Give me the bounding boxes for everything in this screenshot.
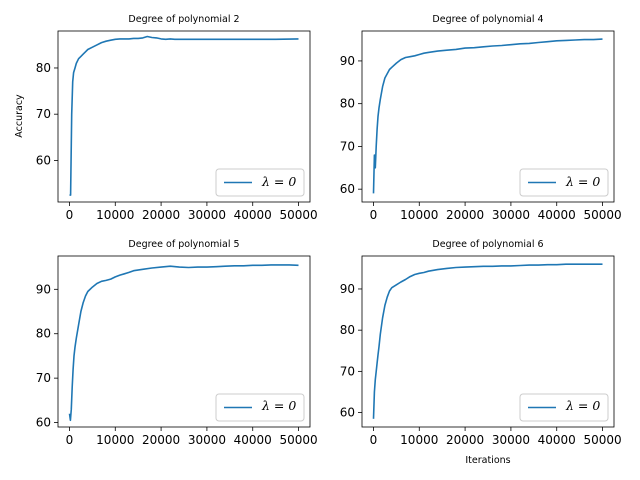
y-tick-label: 80 (340, 97, 355, 111)
axes-frame (57, 255, 311, 428)
x-tick-label: 10000 (400, 433, 438, 447)
x-tick-label: 30000 (188, 208, 226, 222)
subplot-title: Degree of polynomial 6 (432, 239, 543, 250)
y-tick-label: 60 (340, 182, 355, 196)
axes-frame (361, 255, 615, 428)
y-tick-label: 70 (340, 364, 355, 378)
x-tick-label: 50000 (279, 208, 317, 222)
subplot-title: Degree of polynomial 5 (128, 239, 239, 250)
x-tick-label: 10000 (96, 208, 134, 222)
series-line (68, 264, 299, 422)
y-tick-label: 90 (340, 54, 355, 68)
x-tick-label: 20000 (446, 208, 484, 222)
x-tick-label: 0 (66, 433, 74, 447)
subplot-4: Degree of polynomial 6 Iterations λ = 0 … (340, 239, 622, 466)
x-tick-label: 50000 (583, 208, 621, 222)
legend: λ = 0 (215, 393, 305, 422)
legend-label: λ = 0 (261, 398, 296, 413)
legend: λ = 0 (215, 168, 305, 197)
x-tick-label: 50000 (279, 433, 317, 447)
x-tick-label: 40000 (538, 208, 576, 222)
x-tick-label: 10000 (96, 433, 134, 447)
y-tick-label: 90 (36, 282, 51, 296)
y-tick-label: 60 (36, 153, 51, 167)
y-axis-label: Accuracy (14, 94, 25, 138)
x-tick-label: 10000 (400, 208, 438, 222)
legend-label: λ = 0 (565, 174, 600, 189)
axes-frame (361, 30, 615, 203)
legend: λ = 0 (519, 393, 609, 422)
series-line (372, 38, 603, 194)
x-tick-label: 20000 (142, 208, 180, 222)
series-line (372, 263, 603, 419)
subplot-title: Degree of polynomial 4 (432, 14, 543, 25)
subplot-2: Degree of polynomial 4 λ = 0 0 10000 20000… (340, 14, 622, 222)
x-tick-label: 30000 (492, 433, 530, 447)
x-tick-label: 40000 (234, 208, 272, 222)
legend-box (215, 168, 305, 197)
y-tick-label: 80 (36, 327, 51, 341)
x-tick-label: 40000 (234, 433, 272, 447)
subplot-3: Degree of polynomial 5 λ = 0 0 10000 20000… (36, 239, 318, 447)
x-tick-label: 0 (370, 208, 378, 222)
x-tick-label: 20000 (142, 433, 180, 447)
x-tick-label: 30000 (492, 208, 530, 222)
y-tick-label: 80 (340, 323, 355, 337)
legend-label: λ = 0 (261, 174, 296, 189)
subplot-title: Degree of polynomial 2 (128, 14, 239, 25)
legend: λ = 0 (519, 168, 609, 197)
series-line (69, 35, 299, 196)
y-tick-label: 60 (36, 416, 51, 430)
subplot-1: Degree of polynomial 2 Accuracy λ = 0 0 1… (14, 14, 318, 222)
x-axis-label: Iterations (465, 455, 510, 466)
legend-box (215, 393, 305, 422)
x-tick-label: 50000 (583, 433, 621, 447)
legend-label: λ = 0 (565, 398, 600, 413)
y-tick-label: 70 (36, 107, 51, 121)
x-tick-label: 0 (66, 208, 74, 222)
x-tick-label: 0 (370, 433, 378, 447)
y-tick-label: 70 (340, 139, 355, 153)
x-tick-label: 30000 (188, 433, 226, 447)
legend-box (519, 168, 609, 197)
axes-frame (57, 30, 311, 203)
x-tick-label: 40000 (538, 433, 576, 447)
y-tick-label: 90 (340, 282, 355, 296)
x-tick-label: 20000 (446, 433, 484, 447)
y-tick-label: 70 (36, 371, 51, 385)
legend-box (519, 393, 609, 422)
y-tick-label: 80 (36, 61, 51, 75)
y-tick-label: 60 (340, 406, 355, 420)
